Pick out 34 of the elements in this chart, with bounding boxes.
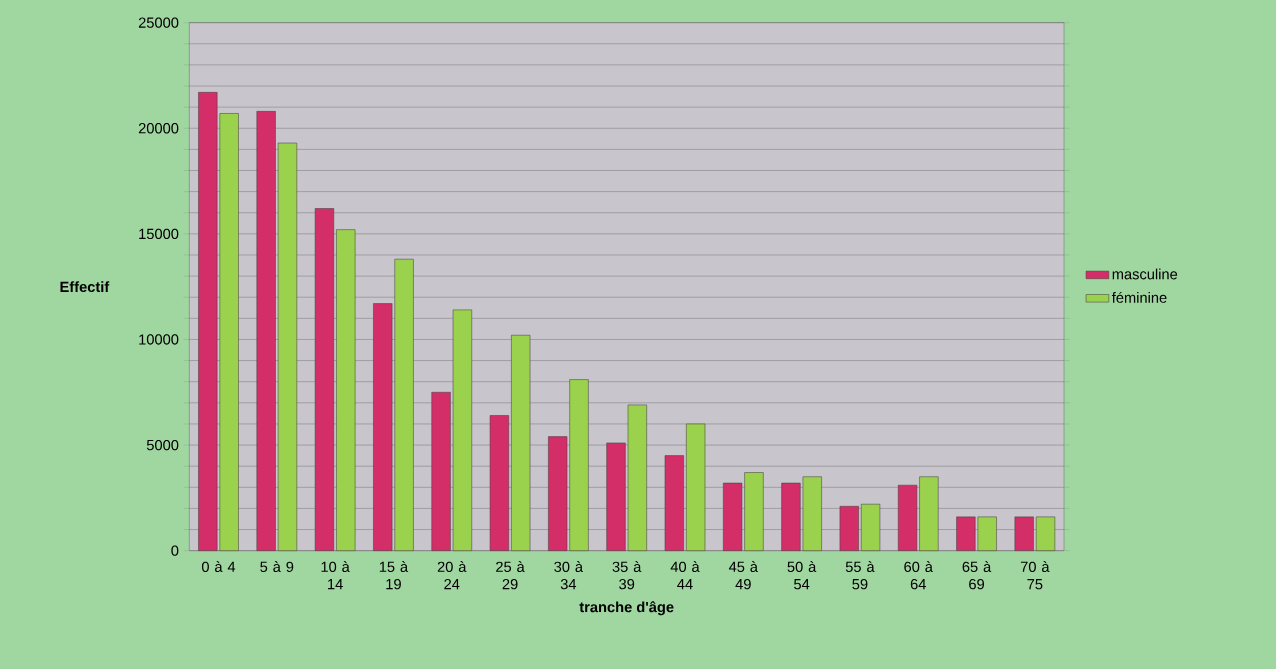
x-axis-title: tranche d'âge (579, 601, 674, 616)
bar (336, 229, 356, 551)
x-tick-label: 5 à 9 (260, 560, 294, 572)
x-tick-label: 50 à 54 (787, 560, 817, 590)
x-tick-label: 10 à 14 (321, 560, 350, 590)
bar (489, 415, 509, 551)
bar (1035, 516, 1056, 551)
y-tick-label: 20000 (138, 122, 179, 134)
y-tick-label: 10000 (139, 334, 179, 345)
y-axis-title: Effectif (60, 281, 110, 292)
bar (314, 208, 335, 551)
x-tick-label: 0 à 4 (201, 560, 236, 572)
bar (511, 334, 531, 551)
bar (839, 505, 859, 551)
x-tick-label: 65 à 69 (962, 560, 992, 590)
y-tick-label: 25000 (138, 17, 179, 28)
y-tick-label: 5000 (146, 439, 179, 451)
x-tick-label: 15 à 19 (379, 560, 409, 590)
y-tick-label: 15000 (139, 228, 179, 239)
bar (686, 423, 706, 551)
bar (1014, 516, 1034, 551)
x-tick-label: 25 à 29 (496, 560, 525, 590)
x-tick-label: 35 à 39 (612, 560, 642, 590)
x-tick-label: 40 à 44 (670, 560, 700, 590)
x-tick-label: 45 à 49 (728, 560, 758, 590)
legend-label: masculine (1112, 268, 1178, 280)
bar (860, 503, 881, 551)
x-tick-label: 55 à 59 (845, 560, 875, 590)
x-tick-label: 70 à 75 (1020, 560, 1050, 590)
legend-label: féminine (1111, 291, 1167, 303)
x-tick-label: 60 à 64 (904, 560, 933, 590)
bar (664, 455, 684, 551)
y-tick-label: 0 (171, 545, 179, 556)
x-tick-label: 20 à 24 (437, 560, 467, 590)
